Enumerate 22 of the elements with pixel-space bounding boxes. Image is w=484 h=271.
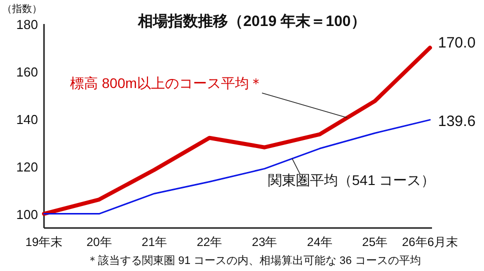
y-tick-label: 100 bbox=[16, 206, 38, 222]
y-tick-label: 180 bbox=[16, 17, 38, 32]
y-tick-label: 120 bbox=[16, 159, 38, 174]
x-tick-label: 25年 bbox=[362, 235, 388, 249]
y-axis-title: （指数） bbox=[2, 3, 42, 15]
x-tick-label: 23年 bbox=[252, 235, 278, 249]
y-tick-label: 140 bbox=[16, 112, 38, 127]
series-label: 関東圏平均（541 コース） bbox=[268, 172, 436, 188]
data-label: 139.6 bbox=[438, 112, 476, 130]
x-tick-label: 21年 bbox=[142, 235, 167, 249]
line-series bbox=[42, 46, 432, 216]
text: 標高 800m以上のコース平均＊ bbox=[70, 75, 263, 91]
x-tick-label: 22年 bbox=[196, 235, 222, 249]
chart-title: 相場指数推移（2019 年末＝100） bbox=[137, 13, 366, 30]
x-tick-label: 19年末 bbox=[25, 235, 63, 249]
line-series bbox=[43, 119, 431, 215]
x-tick-label: 26年6月末 bbox=[402, 235, 458, 249]
x-tick-label: 24年 bbox=[307, 235, 332, 249]
text: ＊該当する関東圏 91 コースの内、相場算出可能な 36 コースの平均 bbox=[87, 254, 421, 267]
y-tick-label: 160 bbox=[16, 64, 38, 80]
data-label: 170.0 bbox=[438, 34, 476, 52]
x-tick-label: 20年 bbox=[86, 235, 112, 249]
